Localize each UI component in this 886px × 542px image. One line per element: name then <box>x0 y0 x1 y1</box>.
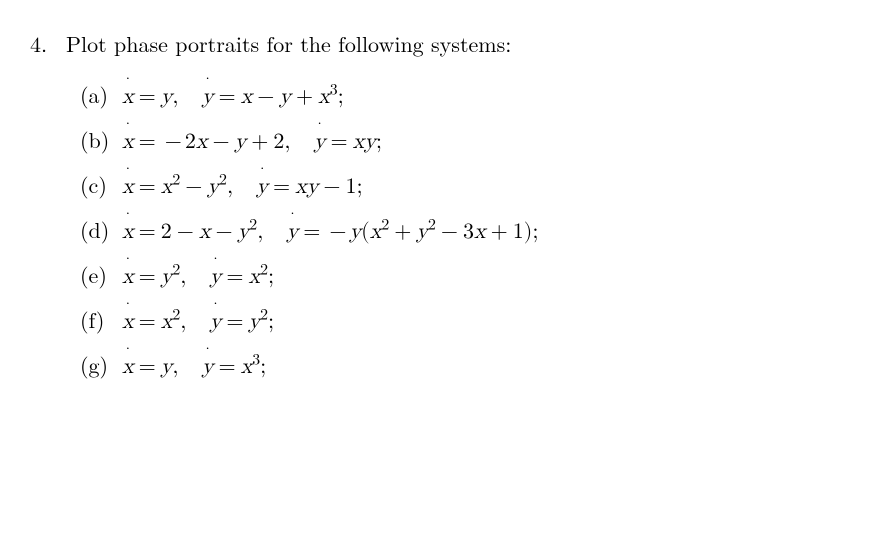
item-d: (d) x˙=2−x−y2, y˙=−y(x2+y2−3x+1); <box>80 214 856 245</box>
item-g-equations: x˙=y, y˙=x3; <box>122 354 266 380</box>
item-f: (f) x˙=x2, y˙=y2; <box>80 304 856 335</box>
item-a-equations: x˙=y, y˙=x−y+x3; <box>122 84 344 110</box>
item-label: (d) <box>80 214 122 245</box>
item-f-equations: x˙=x2, y˙=y2; <box>122 309 274 335</box>
item-g: (g) x˙=y, y˙=x3; <box>80 349 856 380</box>
item-c: (c) x˙=x2−y2, y˙=xy−1; <box>80 169 856 200</box>
item-label: (g) <box>80 349 122 380</box>
item-d-equations: x˙=2−x−y2, y˙=−y(x2+y2−3x+1); <box>122 219 538 245</box>
item-a: (a) x˙=y, y˙=x−y+x3; <box>80 79 856 110</box>
item-b-equations: x˙=−2x−y+2, y˙=xy; <box>122 129 382 155</box>
item-e: (e) x˙=y2, y˙=x2; <box>80 259 856 290</box>
problem-prompt: Plot phase portraits for the following s… <box>66 28 511 59</box>
item-b: (b) x˙=−2x−y+2, y˙=xy; <box>80 124 856 155</box>
item-label: (a) <box>80 79 122 110</box>
item-e-equations: x˙=y2, y˙=x2; <box>122 264 274 290</box>
item-label: (f) <box>80 304 122 335</box>
problem-number: 4. <box>30 28 66 59</box>
problem-heading: 4. Plot phase portraits for the followin… <box>30 28 856 59</box>
item-c-equations: x˙=x2−y2, y˙=xy−1; <box>122 174 363 200</box>
item-label: (e) <box>80 259 122 290</box>
items-list: (a) x˙=y, y˙=x−y+x3; (b) x˙=−2x−y+2, y˙=… <box>80 79 856 380</box>
item-label: (c) <box>80 169 122 200</box>
item-label: (b) <box>80 124 122 155</box>
